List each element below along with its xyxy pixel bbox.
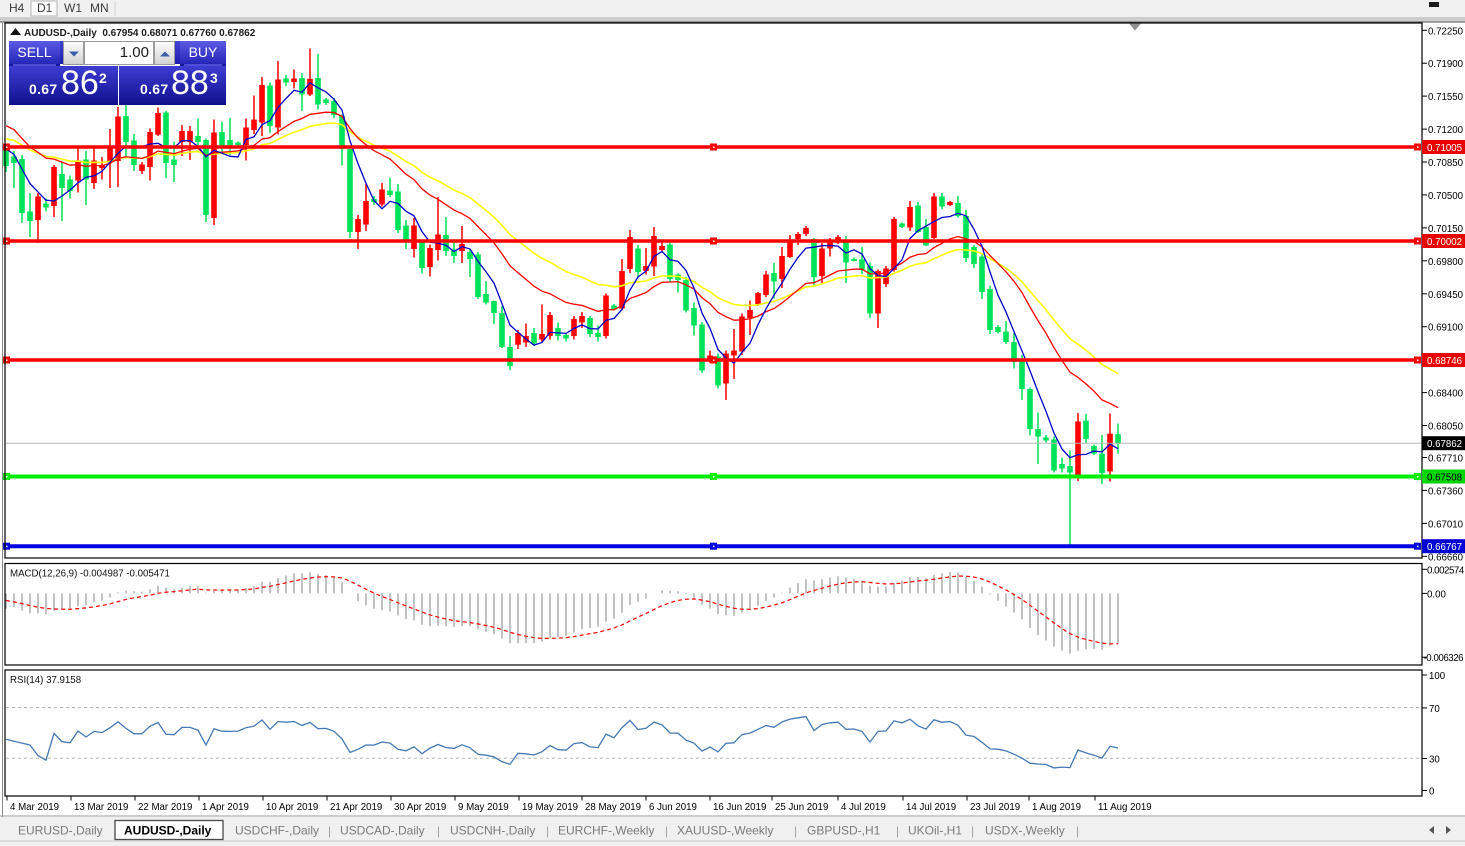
svg-text:0.70850: 0.70850 [1428,158,1464,169]
svg-text:9 May 2019: 9 May 2019 [458,802,509,813]
svg-text:0.66660: 0.66660 [1428,552,1464,563]
svg-text:|: | [971,824,974,838]
svg-text:0.67508: 0.67508 [1427,473,1462,484]
svg-text:|: | [896,824,899,838]
svg-text:|: | [546,824,549,838]
svg-text:22 Mar 2019: 22 Mar 2019 [138,802,192,813]
svg-text:0.67862: 0.67862 [1427,439,1462,450]
svg-text:0: 0 [1429,787,1435,798]
svg-text:14 Jul 2019: 14 Jul 2019 [906,802,956,813]
svg-text:UKOil-,H1: UKOil-,H1 [908,824,962,838]
svg-text:13 Mar 2019: 13 Mar 2019 [74,802,128,813]
svg-text:0.71550: 0.71550 [1428,92,1464,103]
svg-text:RSI(14) 37.9158: RSI(14) 37.9158 [10,675,81,686]
svg-text:0.66767: 0.66767 [1427,542,1462,553]
svg-text:0.72250: 0.72250 [1428,26,1464,37]
svg-text:XAUUSD-,Weekly: XAUUSD-,Weekly [677,824,773,838]
svg-text:H4: H4 [9,1,25,15]
svg-text:|: | [1076,824,1079,838]
svg-text:0.68400: 0.68400 [1428,389,1464,400]
svg-text:0.67710: 0.67710 [1428,454,1464,465]
svg-text:70: 70 [1429,704,1440,715]
svg-text:25 Jun 2019: 25 Jun 2019 [775,802,828,813]
svg-text:USDCHF-,Daily: USDCHF-,Daily [235,824,319,838]
svg-text:11 Aug 2019: 11 Aug 2019 [1098,802,1152,813]
svg-text:EURCHF-,Weekly: EURCHF-,Weekly [558,824,654,838]
svg-text:0.71005: 0.71005 [1427,143,1462,154]
svg-text:USDCNH-,Daily: USDCNH-,Daily [450,824,535,838]
svg-text:4 Mar 2019: 4 Mar 2019 [10,802,59,813]
svg-text:0.71200: 0.71200 [1428,125,1464,136]
svg-text:MN: MN [90,1,109,15]
svg-text:19 May 2019: 19 May 2019 [522,802,578,813]
svg-text:0.69100: 0.69100 [1428,323,1464,334]
svg-text:1 Apr 2019: 1 Apr 2019 [202,802,249,813]
svg-text:|: | [665,824,668,838]
svg-text:10 Apr 2019: 10 Apr 2019 [266,802,318,813]
svg-text:21 Apr 2019: 21 Apr 2019 [330,802,382,813]
svg-text:0.70150: 0.70150 [1428,224,1464,235]
svg-text:0.68746: 0.68746 [1427,356,1462,367]
svg-text:USDCAD-,Daily: USDCAD-,Daily [340,824,425,838]
svg-text:|: | [437,824,440,838]
svg-text:D1: D1 [37,1,53,15]
svg-text:16 Jun 2019: 16 Jun 2019 [713,802,766,813]
svg-text:0.70002: 0.70002 [1427,237,1462,248]
svg-text:0.69450: 0.69450 [1428,290,1464,301]
svg-text:23 Jul 2019: 23 Jul 2019 [970,802,1020,813]
svg-text:|: | [794,824,797,838]
svg-text:MACD(12,26,9) -0.004987 -0.005: MACD(12,26,9) -0.004987 -0.005471 [10,569,170,580]
svg-text:-0.006326: -0.006326 [1424,653,1464,664]
svg-text:0.70500: 0.70500 [1428,191,1464,202]
svg-text:100: 100 [1429,671,1446,682]
svg-text:W1: W1 [64,1,82,15]
svg-text:1 Aug 2019: 1 Aug 2019 [1032,802,1081,813]
svg-text:0.002574: 0.002574 [1427,565,1465,576]
svg-text:0.67010: 0.67010 [1428,519,1464,530]
svg-text:4 Jul 2019: 4 Jul 2019 [841,802,886,813]
svg-text:|: | [328,824,331,838]
svg-text:28 May 2019: 28 May 2019 [585,802,641,813]
svg-text:0.67360: 0.67360 [1428,486,1464,497]
svg-text:30: 30 [1429,755,1440,766]
svg-text:0.00: 0.00 [1427,589,1446,600]
svg-text:GBPUSD-,H1: GBPUSD-,H1 [807,824,881,838]
svg-text:EURUSD-,Daily: EURUSD-,Daily [18,824,103,838]
svg-text:0.68050: 0.68050 [1428,422,1464,433]
svg-text:AUDUSD-,Daily: AUDUSD-,Daily [124,824,212,838]
svg-text:6 Jun 2019: 6 Jun 2019 [649,802,697,813]
svg-text:AUDUSD-,Daily 0.67954 0.68071: AUDUSD-,Daily 0.67954 0.68071 0.67760 0.… [24,28,256,39]
svg-text:0.71900: 0.71900 [1428,59,1464,70]
svg-text:30 Apr 2019: 30 Apr 2019 [394,802,446,813]
svg-text:USDX-,Weekly: USDX-,Weekly [985,824,1065,838]
svg-text:0.69800: 0.69800 [1428,257,1464,268]
